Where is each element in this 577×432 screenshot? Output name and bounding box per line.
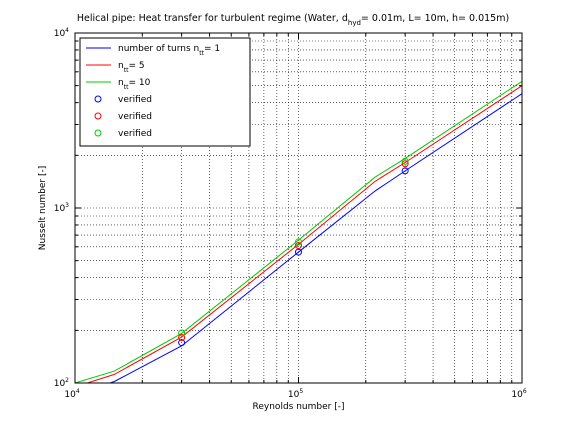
x-tick-label: 104 — [64, 388, 79, 400]
series-line-0 — [108, 93, 522, 383]
legend-label: ntt= 10 — [118, 78, 151, 91]
data-point-5-0 — [178, 329, 186, 337]
grid-layer — [74, 33, 522, 384]
legend-label: ntt= 5 — [118, 61, 145, 74]
x-axis-label: Reynolds number [-] — [253, 402, 345, 412]
data-point-4-0 — [178, 333, 186, 341]
legend-box — [79, 37, 251, 147]
data-point-5-2 — [401, 157, 409, 165]
y-axis-label: Nusselt number [-] — [38, 166, 48, 251]
title-main: Helical pipe: Heat transfer for turbulen… — [77, 13, 348, 24]
legend-label: number of turns ntt= 1 — [118, 44, 220, 57]
data-point-3-0 — [178, 339, 186, 347]
legend: number of turns ntt= 1 ntt= 5 ntt= 10 verif… — [79, 37, 251, 147]
legend-label: verified — [118, 129, 152, 139]
data-point-4-1 — [295, 242, 302, 250]
legend-swatch-marker — [94, 112, 102, 120]
legend-swatch-marker — [94, 95, 102, 103]
tick-layer: 104 105 106 102 103 104 — [54, 27, 527, 400]
series-layer — [75, 80, 522, 383]
x-tick-label: 105 — [288, 388, 303, 400]
chart-title: Helical pipe: Heat transfer for turbulen… — [77, 13, 509, 27]
x-tick-label: 106 — [511, 388, 526, 400]
data-point-3-2 — [401, 167, 409, 175]
data-point-4-2 — [401, 160, 409, 168]
y-tick-label: 103 — [54, 202, 69, 214]
legend-label: verified — [118, 112, 152, 122]
y-tick-label: 102 — [54, 377, 69, 389]
title-rest: = 0.01m, L= 10m, h= 0.015m) — [361, 13, 509, 24]
series-line-1 — [85, 85, 522, 383]
data-point-5-1 — [295, 238, 302, 246]
legend-label: verified — [118, 95, 152, 105]
title-subscript: hyd — [348, 19, 361, 27]
legend-swatch-marker — [94, 129, 102, 137]
y-tick-label: 104 — [54, 27, 69, 39]
